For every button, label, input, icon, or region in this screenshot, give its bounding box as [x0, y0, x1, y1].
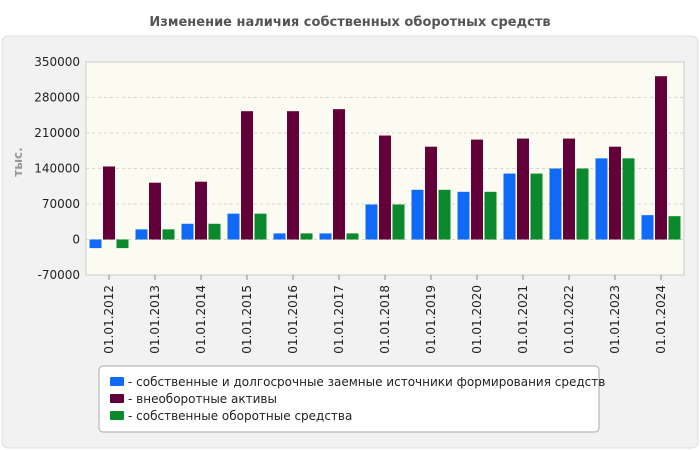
- bar: [484, 191, 497, 240]
- bar: [411, 189, 424, 240]
- y-tick-label: 210000: [34, 126, 80, 140]
- bar: [563, 138, 575, 240]
- x-tick-label: 01.01.2021: [516, 285, 530, 354]
- bar: [287, 111, 299, 240]
- x-tick-label: 01.01.2020: [470, 285, 484, 354]
- bar: [241, 111, 253, 240]
- x-tick-label: 01.01.2019: [424, 285, 438, 354]
- bar: [668, 216, 681, 240]
- legend: - собственные и долгосрочные заемные ист…: [110, 375, 605, 423]
- x-tick-label: 01.01.2017: [332, 285, 346, 354]
- bar: [425, 146, 437, 240]
- bar: [319, 233, 332, 240]
- bar: [273, 233, 286, 240]
- legend-swatch: [110, 394, 124, 403]
- y-axis: 350000 280000 210000 140000 70000 0 -70000: [34, 55, 80, 282]
- bar: [365, 204, 378, 240]
- legend-box: [98, 365, 600, 433]
- bar: [89, 239, 102, 249]
- bar: [655, 76, 667, 240]
- bar: [135, 229, 148, 240]
- x-tick-label: 01.01.2018: [378, 285, 392, 354]
- bar: [641, 215, 654, 240]
- x-tick-label: 01.01.2012: [102, 285, 116, 354]
- bar: [471, 139, 483, 240]
- bar: [609, 146, 621, 240]
- bar: [300, 233, 313, 240]
- bar: [576, 168, 589, 240]
- bar: [622, 158, 635, 240]
- bar: [181, 223, 194, 240]
- bar: [254, 213, 267, 240]
- bar: [208, 223, 221, 240]
- bar: [457, 191, 470, 240]
- bar: [116, 239, 129, 249]
- x-tick-label: 01.01.2023: [608, 285, 622, 354]
- legend-swatch: [110, 411, 124, 420]
- y-tick-label: 0: [72, 233, 80, 247]
- bar: [379, 135, 391, 240]
- bar: [549, 168, 562, 240]
- y-tick-label: 70000: [42, 197, 80, 211]
- x-tick-label: 01.01.2022: [562, 285, 576, 354]
- chart-title: Изменение наличия собственных оборотных …: [149, 15, 550, 30]
- x-axis: 01.01.2012 01.01.2013 01.01.2014 01.01.2015…: [102, 275, 668, 354]
- legend-label: - собственные и долгосрочные заемные ист…: [128, 375, 605, 389]
- bar: [503, 173, 516, 240]
- bar: [438, 189, 451, 240]
- bar: [517, 138, 529, 240]
- legend-label: - собственные оборотные средства: [128, 409, 352, 423]
- x-tick-label: 01.01.2016: [286, 285, 300, 354]
- legend-label: - внеоборотные активы: [128, 392, 277, 406]
- bar: [333, 109, 345, 240]
- bar: [149, 182, 161, 240]
- bar: [530, 173, 543, 240]
- y-tick-label: 140000: [34, 162, 80, 176]
- bar: [162, 229, 175, 240]
- bar: [227, 213, 240, 240]
- bar: [103, 166, 115, 240]
- y-tick-label: -70000: [37, 268, 80, 282]
- bar: [195, 181, 207, 240]
- bars: [89, 76, 681, 249]
- y-tick-label: 280000: [34, 91, 80, 105]
- x-tick-label: 01.01.2024: [654, 285, 668, 354]
- x-tick-label: 01.01.2015: [240, 285, 254, 354]
- bar: [595, 158, 608, 240]
- x-tick-label: 01.01.2013: [148, 285, 162, 354]
- y-axis-label: тыс.: [11, 147, 25, 176]
- legend-swatch: [110, 377, 124, 386]
- bar: [346, 233, 359, 240]
- x-tick-label: 01.01.2014: [194, 285, 208, 354]
- y-tick-label: 350000: [34, 55, 80, 69]
- bar: [392, 204, 405, 240]
